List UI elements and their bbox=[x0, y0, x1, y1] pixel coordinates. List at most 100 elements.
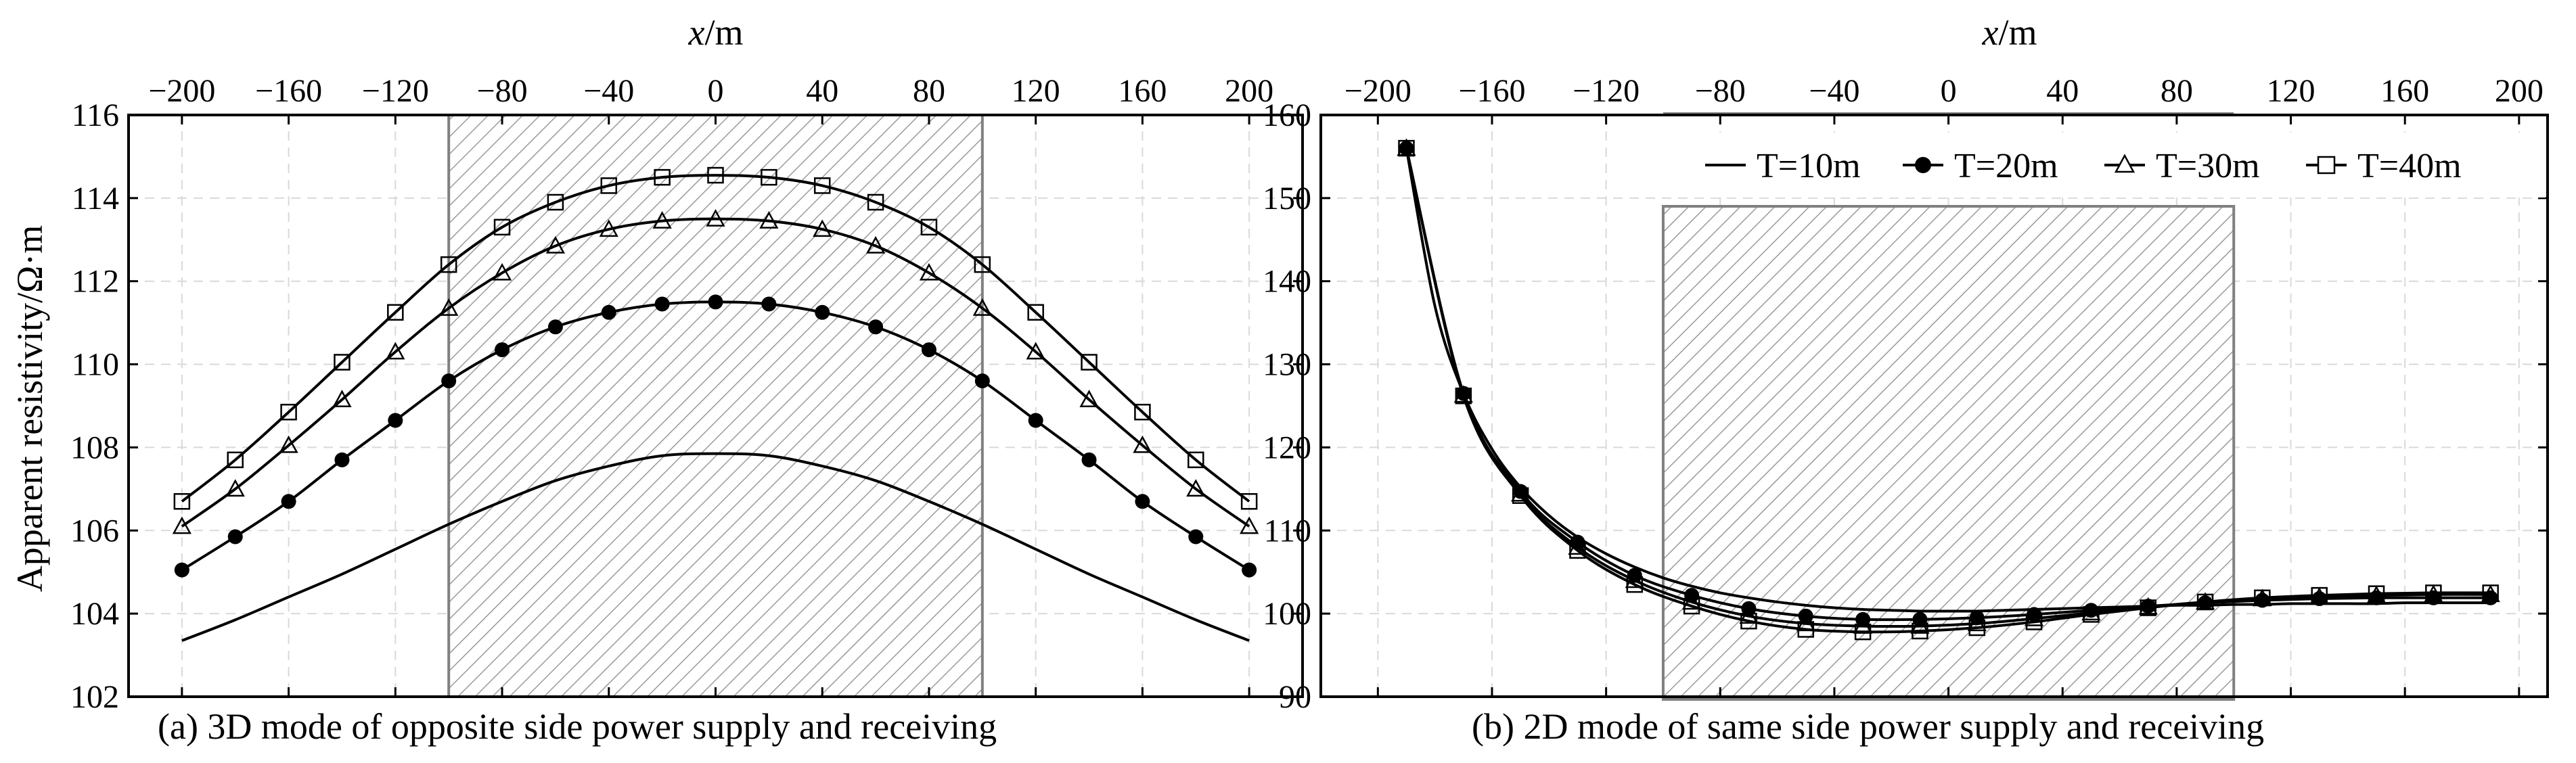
point-t30m bbox=[1739, 606, 1759, 624]
point-t20m bbox=[1135, 494, 1150, 509]
shaded-region-a bbox=[447, 114, 984, 698]
point-t30m bbox=[2024, 608, 2044, 626]
point-t40m bbox=[2368, 585, 2385, 602]
x-tick-label: 200 bbox=[1225, 73, 1273, 109]
point-t30m bbox=[1133, 435, 1152, 453]
point-t20m bbox=[761, 296, 777, 312]
point-t30m bbox=[759, 211, 779, 229]
x-tick-label: 160 bbox=[2380, 73, 2429, 109]
point-t40m bbox=[1683, 597, 1700, 615]
point-t30m bbox=[1910, 616, 1930, 634]
shaded-region-rect bbox=[447, 114, 984, 698]
point-t20m bbox=[601, 304, 616, 320]
x-tick-label: −200 bbox=[1345, 73, 1411, 109]
point-t30m bbox=[1079, 390, 1099, 408]
point-t40m bbox=[1912, 622, 1928, 640]
point-t30m bbox=[599, 219, 618, 237]
point-t20m bbox=[495, 342, 510, 358]
point-t30m bbox=[1682, 592, 1702, 610]
point-t20m bbox=[868, 319, 884, 335]
x-tick-label: −120 bbox=[362, 73, 429, 109]
point-t30m bbox=[865, 235, 886, 254]
y-tick-label: 120 bbox=[1263, 430, 1311, 465]
series-a bbox=[172, 166, 1259, 642]
point-t30m bbox=[1240, 516, 1259, 534]
point-t40m bbox=[920, 218, 938, 236]
panel-a: −200 −160 −120 −80 −40 0 40 80 120 160 200 102 104 10… bbox=[9, 12, 1304, 747]
point-t40m bbox=[2083, 606, 2100, 623]
y-tick-label: 160 bbox=[1263, 97, 1311, 133]
x-tick-label: −160 bbox=[255, 73, 322, 109]
point-t40m bbox=[334, 354, 351, 371]
y-tick-label: 108 bbox=[70, 430, 119, 465]
point-t40m bbox=[707, 166, 724, 184]
point-t40m bbox=[1455, 388, 1472, 404]
point-t20m bbox=[281, 494, 296, 509]
point-t40m bbox=[813, 177, 831, 194]
point-t30m bbox=[332, 390, 352, 408]
y-tick-label: 116 bbox=[72, 97, 119, 133]
y-tick-label: 102 bbox=[70, 679, 119, 715]
point-t20m bbox=[974, 373, 990, 389]
point-t30m bbox=[172, 516, 191, 534]
x-tick-label: −40 bbox=[583, 73, 634, 109]
point-t30m bbox=[919, 262, 939, 281]
point-t30m bbox=[386, 342, 405, 360]
x-axis-title-a: x/m bbox=[688, 12, 744, 53]
point-t40m bbox=[2311, 586, 2328, 604]
point-t20m bbox=[227, 529, 243, 545]
point-t20m bbox=[1188, 529, 1204, 545]
y-tick-label: 114 bbox=[72, 181, 119, 216]
y-tick-label: 140 bbox=[1263, 264, 1311, 300]
y-tick-label: 106 bbox=[70, 513, 119, 549]
point-t30m bbox=[1967, 614, 1987, 632]
point-t40m bbox=[2425, 584, 2442, 601]
point-t20m bbox=[921, 342, 936, 358]
point-t20m bbox=[388, 413, 403, 428]
point-t30m bbox=[1026, 342, 1045, 360]
point-t40m bbox=[2196, 593, 2214, 611]
y-tick-label: 130 bbox=[1263, 347, 1311, 383]
legend-item-t30: T=30m bbox=[2104, 147, 2260, 185]
point-t30m bbox=[439, 298, 459, 316]
point-t20m bbox=[815, 304, 830, 320]
x-tick-label: 80 bbox=[913, 73, 945, 109]
point-t40m bbox=[1027, 304, 1044, 321]
point-t40m bbox=[1188, 451, 1204, 469]
point-t30m bbox=[1625, 570, 1644, 588]
point-t20m bbox=[654, 296, 670, 312]
series-line-t10m bbox=[1405, 147, 2491, 613]
x-tick-label: 40 bbox=[806, 73, 838, 109]
x-tick-label: 120 bbox=[1012, 73, 1060, 109]
x-tick-label: −200 bbox=[148, 73, 215, 109]
series-b bbox=[1397, 138, 2500, 641]
point-t40m bbox=[761, 168, 777, 186]
y-tick-label: 104 bbox=[70, 596, 119, 632]
point-t30m bbox=[972, 298, 992, 316]
x-tick-label: 0 bbox=[1941, 73, 1957, 109]
point-t40m bbox=[1740, 612, 1757, 630]
point-t30m bbox=[225, 479, 245, 497]
legend-label-t40: T=40m bbox=[2357, 147, 2462, 185]
x-tick-label: −160 bbox=[1458, 73, 1525, 109]
point-t40m bbox=[1081, 354, 1098, 371]
y-tick-label: 100 bbox=[1263, 596, 1311, 632]
x-tick-label: 120 bbox=[2267, 73, 2315, 109]
point-t40m bbox=[974, 256, 991, 273]
x-tick-label: −80 bbox=[1695, 73, 1746, 109]
point-t30m bbox=[706, 208, 725, 227]
legend-item-t10: T=10m bbox=[1705, 147, 1861, 185]
x-tick-label: 0 bbox=[708, 73, 724, 109]
point-t30m bbox=[2081, 603, 2101, 621]
y-tick-label: 112 bbox=[72, 264, 119, 300]
legend: T=10m T=20m T=30m T=40m bbox=[1692, 133, 2546, 198]
x-tick-label: 200 bbox=[2495, 73, 2544, 109]
point-t20m bbox=[441, 373, 457, 389]
point-t40m bbox=[1134, 403, 1151, 421]
series-line-t10m bbox=[181, 452, 1250, 642]
caption-a: (a) 3D mode of opposite side power suppl… bbox=[158, 706, 997, 747]
x-tick-label: −80 bbox=[477, 73, 528, 109]
point-t40m bbox=[1398, 139, 1415, 157]
legend-label-t10: T=10m bbox=[1757, 147, 1861, 185]
point-t30m bbox=[545, 235, 566, 254]
